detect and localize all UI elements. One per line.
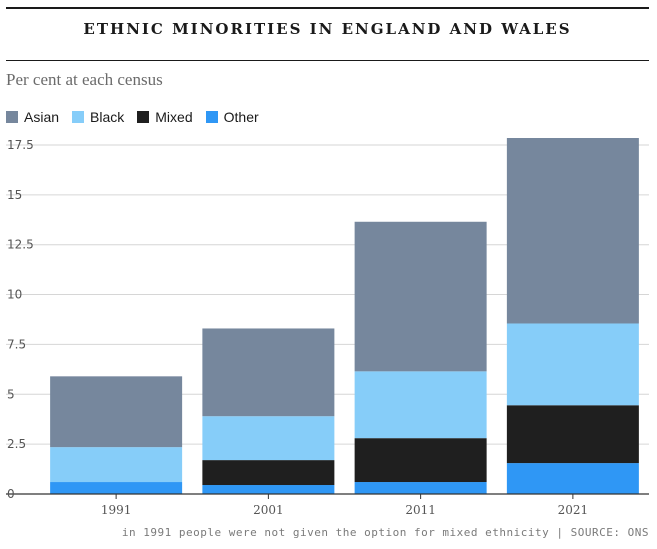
bar-segment-mixed-2021 [506, 405, 639, 464]
chart-title: ETHNIC MINORITIES IN ENGLAND AND WALES [83, 20, 572, 38]
bar-segment-asian-2011 [354, 221, 487, 372]
bar-segment-other-2021 [506, 463, 639, 494]
x-tick-label: 2021 [558, 503, 589, 517]
footnote: in 1991 people were not given the option… [121, 526, 649, 539]
y-tick-label: 10 [7, 288, 22, 302]
bar-segment-mixed-2001 [202, 460, 335, 486]
top-rule [6, 7, 649, 9]
bar-segment-other-1991 [50, 482, 183, 494]
y-tick-label: 5 [7, 387, 15, 401]
bar-segment-black-2001 [202, 416, 335, 461]
bar-segment-other-2001 [202, 485, 335, 494]
bar-segment-asian-2021 [506, 138, 639, 324]
x-tick-label: 2011 [405, 503, 436, 517]
legend-label-mixed: Mixed [155, 109, 193, 125]
y-tick-label: 2.5 [7, 437, 26, 451]
legend-swatch-mixed [137, 111, 150, 123]
legend-label-asian: Asian [24, 109, 60, 125]
legend-item-other: Other [205, 109, 259, 125]
y-tick-label: 0 [7, 487, 15, 501]
legend: Asian Black Mixed Other [6, 109, 272, 125]
legend-swatch-asian [6, 111, 18, 123]
x-tick-label: 1991 [101, 503, 132, 517]
bar-segment-black-1991 [50, 447, 183, 483]
bar-segment-other-2011 [354, 482, 487, 494]
y-tick-label: 12.5 [7, 238, 34, 252]
legend-label-other: Other [223, 109, 259, 125]
legend-swatch-other [205, 111, 218, 123]
legend-item-asian: Asian [6, 109, 59, 125]
y-tick-label: 7.5 [7, 337, 26, 351]
bar-segment-black-2011 [354, 371, 487, 439]
y-tick-label: 17.5 [7, 138, 34, 152]
bar-segment-asian-2001 [202, 328, 335, 417]
y-tick-label: 15 [7, 188, 22, 202]
legend-swatch-black [72, 111, 85, 123]
bar-segment-black-2021 [506, 323, 639, 406]
title-rule [6, 60, 649, 61]
bar-segment-asian-1991 [50, 376, 183, 448]
chart-subtitle: Per cent at each census [6, 70, 163, 89]
legend-item-black: Black [72, 109, 124, 125]
legend-item-mixed: Mixed [137, 109, 193, 125]
legend-label-black: Black [90, 109, 125, 125]
bar-segment-mixed-2011 [354, 438, 487, 483]
x-tick-label: 2001 [253, 503, 284, 517]
